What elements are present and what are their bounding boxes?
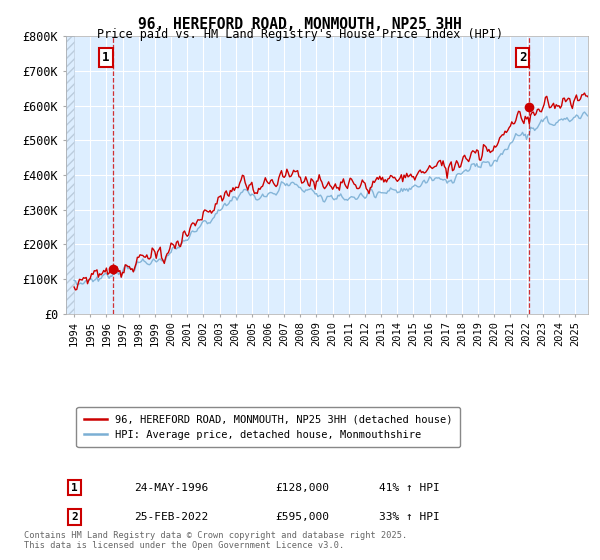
Text: 25-FEB-2022: 25-FEB-2022 [134, 512, 208, 522]
Text: £128,000: £128,000 [275, 483, 329, 493]
Legend: 96, HEREFORD ROAD, MONMOUTH, NP25 3HH (detached house), HPI: Average price, deta: 96, HEREFORD ROAD, MONMOUTH, NP25 3HH (d… [76, 407, 460, 447]
Text: Contains HM Land Registry data © Crown copyright and database right 2025.
This d: Contains HM Land Registry data © Crown c… [24, 530, 407, 550]
Text: 24-MAY-1996: 24-MAY-1996 [134, 483, 208, 493]
Text: Price paid vs. HM Land Registry's House Price Index (HPI): Price paid vs. HM Land Registry's House … [97, 28, 503, 41]
Text: 33% ↑ HPI: 33% ↑ HPI [379, 512, 440, 522]
Text: 41% ↑ HPI: 41% ↑ HPI [379, 483, 440, 493]
Text: 1: 1 [103, 51, 110, 64]
Text: £595,000: £595,000 [275, 512, 329, 522]
Text: 2: 2 [519, 51, 526, 64]
Text: 2: 2 [71, 512, 78, 522]
Bar [66, 36, 74, 314]
Text: 1: 1 [71, 483, 78, 493]
Text: 96, HEREFORD ROAD, MONMOUTH, NP25 3HH: 96, HEREFORD ROAD, MONMOUTH, NP25 3HH [138, 17, 462, 32]
